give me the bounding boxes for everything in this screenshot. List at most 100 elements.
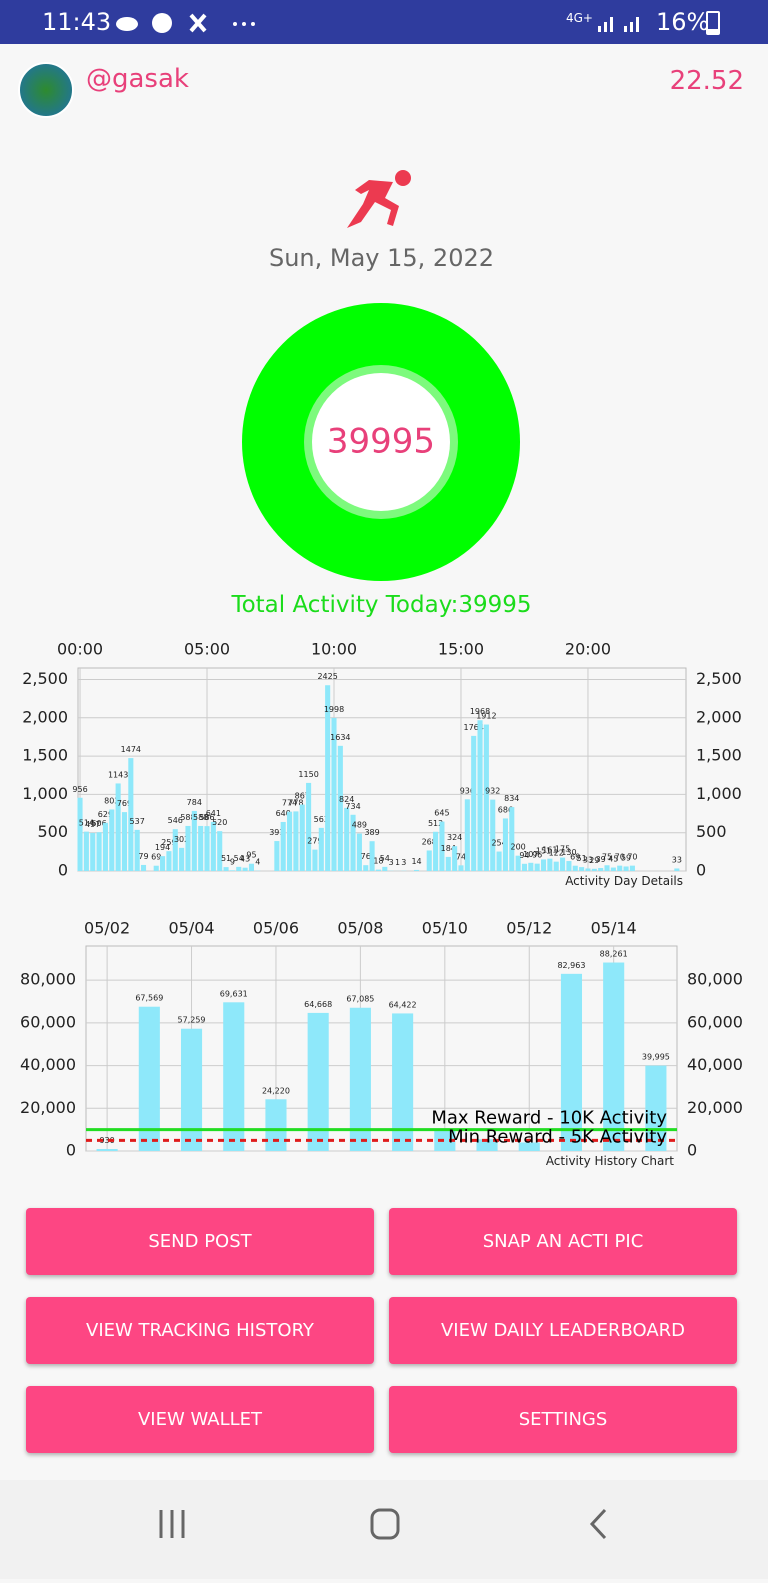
bar — [319, 828, 324, 871]
bar — [281, 822, 286, 871]
value-label: 389 — [364, 828, 379, 837]
bar — [598, 868, 603, 871]
value-label: 734 — [345, 802, 360, 811]
bar — [312, 850, 317, 871]
bar — [122, 812, 127, 871]
bar — [97, 832, 102, 871]
bar — [204, 826, 209, 871]
button[interactable]: VIEW DAILY LEADERBOARD — [389, 1297, 737, 1364]
y-tick-label: 60,000 — [20, 1012, 76, 1031]
value-label: 67,569 — [135, 994, 163, 1003]
button[interactable]: VIEW TRACKING HISTORY — [26, 1297, 374, 1364]
value-label: 2425 — [317, 672, 337, 681]
value-label: 645 — [434, 809, 449, 818]
bar — [611, 868, 616, 871]
x-tick-label: 20:00 — [565, 640, 611, 659]
button[interactable]: SNAP AN ACTI PIC — [389, 1208, 737, 1275]
y-tick-label: 0 — [66, 1141, 76, 1160]
bar — [116, 783, 121, 871]
button[interactable]: SEND POST — [26, 1208, 374, 1275]
x-tick-label: 00:00 — [57, 640, 103, 659]
bar — [265, 1099, 286, 1151]
bar — [363, 865, 368, 871]
bar — [382, 867, 387, 871]
y-tick-label: 0 — [58, 861, 68, 880]
y-tick-label: 40,000 — [20, 1055, 76, 1074]
bar — [287, 812, 292, 871]
value-label: 67,085 — [346, 995, 374, 1004]
y2-tick-label: 0 — [696, 861, 706, 880]
value-label: 956 — [72, 785, 87, 794]
button[interactable]: SETTINGS — [389, 1386, 737, 1453]
x-tick-label: 05/06 — [253, 919, 299, 938]
value-label: 1 — [395, 858, 400, 867]
bar — [230, 870, 235, 871]
bar — [77, 798, 82, 871]
bar — [465, 799, 470, 871]
bar — [211, 822, 216, 871]
bar — [198, 826, 203, 871]
value-label: 70 — [627, 853, 637, 862]
bar — [630, 866, 635, 871]
value-label: 834 — [504, 794, 519, 803]
value-label: 74 — [456, 852, 466, 861]
bar — [236, 867, 241, 871]
bar — [224, 867, 229, 871]
y2-tick-label: 60,000 — [687, 1012, 743, 1031]
bar — [433, 832, 438, 871]
nav-bar — [0, 1480, 768, 1579]
chart-footer: Activity History Chart — [546, 1154, 674, 1168]
y-tick-label: 2,000 — [22, 707, 68, 726]
bar — [293, 811, 298, 871]
bar — [274, 841, 279, 871]
y2-tick-label: 20,000 — [687, 1098, 743, 1117]
y2-tick-label: 80,000 — [687, 970, 743, 989]
y-tick-label: 1,000 — [22, 784, 68, 803]
y2-tick-label: 500 — [696, 822, 727, 841]
bar — [84, 832, 89, 871]
bar — [573, 866, 578, 871]
bar — [414, 870, 419, 871]
bar — [109, 809, 114, 871]
bar — [103, 823, 108, 871]
x-tick-label: 05/02 — [84, 919, 130, 938]
value-label: 88,261 — [600, 950, 628, 959]
bar — [166, 851, 171, 871]
bar — [509, 807, 514, 871]
value-label: 39,995 — [642, 1053, 670, 1062]
value-label: 69,631 — [220, 989, 248, 998]
bar — [585, 868, 590, 871]
bar — [674, 868, 679, 871]
bar — [128, 758, 133, 871]
bar — [528, 863, 533, 871]
value-label: 57,259 — [178, 1016, 206, 1025]
button[interactable]: VIEW WALLET — [26, 1386, 374, 1453]
y2-tick-label: 2,000 — [696, 707, 742, 726]
bar — [535, 864, 540, 871]
value-label: 1474 — [121, 745, 141, 754]
value-label: 1634 — [330, 733, 350, 742]
x-tick-label: 15:00 — [438, 640, 484, 659]
x-tick-label: 05/10 — [422, 919, 468, 938]
value-label: 4 — [255, 858, 260, 867]
bar — [579, 867, 584, 871]
bar — [160, 856, 165, 871]
bar — [566, 861, 571, 871]
y2-tick-label: 1,500 — [696, 746, 742, 765]
y2-tick-label: 0 — [687, 1141, 697, 1160]
y2-tick-label: 1,000 — [696, 784, 742, 803]
y-tick-label: 20,000 — [20, 1098, 76, 1117]
bar — [135, 830, 140, 871]
bar — [217, 831, 222, 871]
bar — [617, 866, 622, 871]
bar — [471, 736, 476, 871]
bar — [306, 783, 311, 871]
bar — [624, 866, 629, 871]
nav-icons — [0, 1480, 768, 1579]
bar — [243, 868, 248, 871]
value-label: 64,668 — [304, 1000, 332, 1009]
bar — [179, 848, 184, 871]
bar — [503, 818, 508, 871]
bar — [338, 746, 343, 871]
bar — [484, 725, 489, 871]
